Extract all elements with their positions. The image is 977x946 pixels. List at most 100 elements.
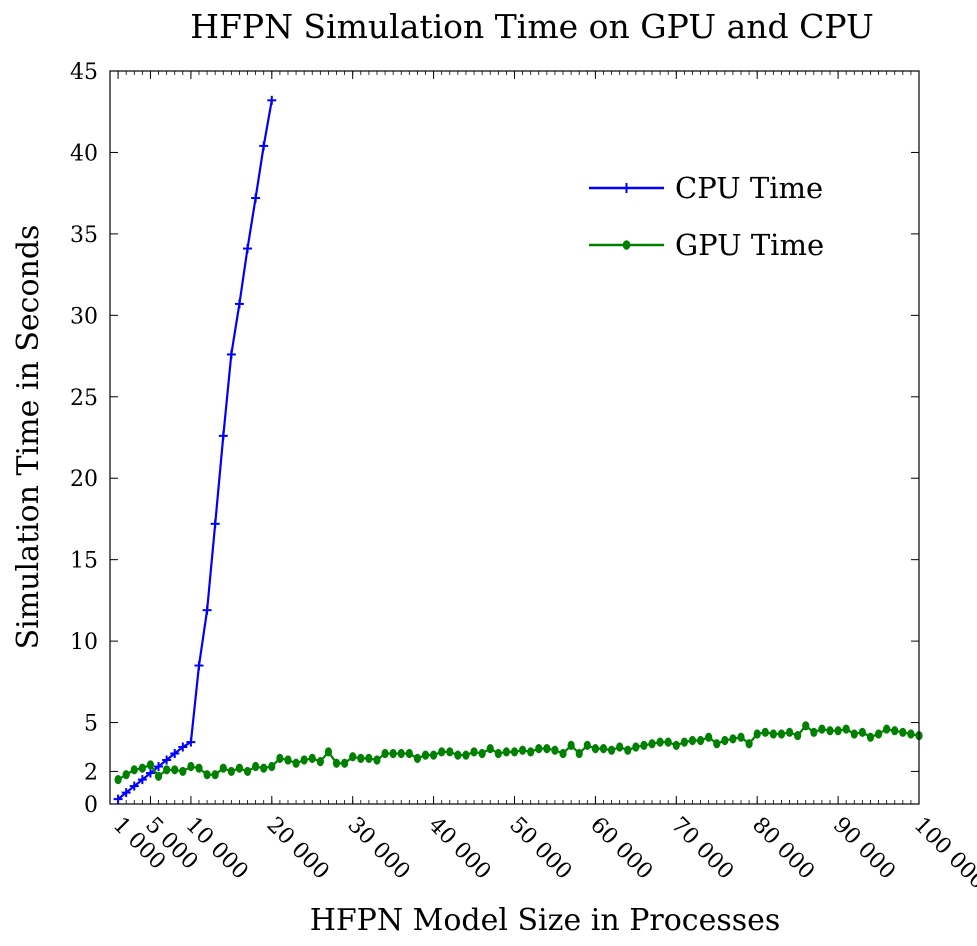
y-tick-label: 20 bbox=[70, 467, 98, 492]
data-point bbox=[324, 747, 333, 757]
data-point bbox=[316, 757, 324, 767]
data-point bbox=[607, 745, 616, 755]
data-point bbox=[680, 737, 688, 747]
data-point bbox=[365, 753, 373, 763]
y-tick-label: 15 bbox=[70, 549, 98, 574]
data-point bbox=[664, 737, 672, 747]
data-point bbox=[259, 141, 269, 151]
data-point bbox=[729, 734, 737, 744]
data-point bbox=[227, 766, 235, 777]
x-tick-label: 40 000 bbox=[423, 813, 495, 885]
legend-marker bbox=[622, 240, 631, 250]
data-point bbox=[373, 755, 381, 765]
data-point bbox=[502, 747, 511, 757]
data-point bbox=[591, 744, 600, 754]
x-axis-title: HFPN Model Size in Processes bbox=[310, 903, 781, 938]
data-point bbox=[858, 727, 866, 737]
series-line bbox=[117, 724, 920, 781]
x-tick-label: 30 000 bbox=[342, 813, 414, 885]
data-point bbox=[575, 748, 583, 759]
data-point bbox=[753, 729, 761, 739]
data-point bbox=[745, 739, 753, 749]
data-point bbox=[202, 605, 212, 615]
data-point bbox=[154, 762, 164, 772]
data-point bbox=[583, 740, 591, 750]
data-point bbox=[874, 729, 883, 739]
data-point bbox=[486, 744, 494, 754]
data-point bbox=[696, 735, 705, 746]
data-point bbox=[826, 726, 834, 736]
data-point bbox=[211, 770, 219, 780]
data-point bbox=[145, 768, 155, 778]
data-point bbox=[518, 745, 527, 755]
y-tick-label: 40 bbox=[70, 141, 98, 166]
chart-title: HFPN Simulation Time on GPU and CPU bbox=[190, 7, 874, 46]
data-point bbox=[543, 744, 551, 754]
data-point bbox=[421, 750, 430, 760]
y-tick-label: 10 bbox=[70, 630, 98, 655]
data-point bbox=[810, 727, 818, 737]
data-point bbox=[454, 750, 462, 760]
data-point bbox=[551, 745, 559, 755]
data-point bbox=[438, 747, 446, 757]
data-point bbox=[567, 740, 575, 750]
data-point bbox=[121, 788, 131, 798]
data-point bbox=[624, 745, 632, 755]
data-point bbox=[640, 740, 648, 750]
data-point bbox=[769, 729, 777, 739]
data-point bbox=[478, 748, 486, 759]
data-point bbox=[705, 732, 713, 742]
data-point bbox=[842, 724, 850, 734]
data-point bbox=[170, 749, 180, 759]
data-point bbox=[162, 755, 172, 765]
data-point bbox=[235, 763, 244, 773]
data-point bbox=[243, 766, 252, 777]
data-point bbox=[616, 742, 624, 752]
data-point bbox=[413, 753, 422, 763]
plot-frame bbox=[109, 70, 920, 805]
data-point bbox=[203, 770, 211, 780]
data-point bbox=[794, 730, 802, 741]
y-tick-label: 35 bbox=[70, 223, 98, 248]
data-point bbox=[113, 794, 123, 804]
data-point bbox=[802, 721, 810, 731]
data-point bbox=[656, 737, 664, 747]
y-tick-label: 45 bbox=[70, 60, 98, 85]
data-point bbox=[430, 750, 438, 760]
y-tick-label: 25 bbox=[70, 386, 98, 411]
data-point bbox=[226, 349, 236, 359]
x-tick-label: 60 000 bbox=[585, 813, 657, 885]
y-tick-label: 0 bbox=[84, 793, 98, 818]
data-point bbox=[194, 661, 204, 671]
data-point bbox=[381, 748, 389, 759]
data-point bbox=[510, 747, 519, 757]
data-point bbox=[114, 774, 122, 785]
data-point bbox=[883, 724, 891, 734]
data-point bbox=[599, 744, 608, 754]
y-tick-label: 5 bbox=[84, 712, 98, 737]
data-point bbox=[234, 299, 244, 309]
data-point bbox=[850, 729, 858, 739]
data-point bbox=[276, 753, 284, 763]
data-point bbox=[163, 765, 171, 775]
data-point bbox=[267, 95, 277, 105]
data-point bbox=[907, 729, 915, 739]
data-point bbox=[494, 748, 502, 759]
data-point bbox=[349, 752, 357, 762]
y-tick-label: 30 bbox=[70, 304, 98, 329]
data-point bbox=[559, 748, 567, 759]
data-point bbox=[389, 748, 397, 759]
data-point bbox=[154, 771, 163, 781]
x-tick-label: 80 000 bbox=[747, 813, 819, 885]
data-point bbox=[251, 193, 261, 203]
data-point bbox=[260, 763, 268, 773]
data-point bbox=[672, 740, 680, 750]
data-point bbox=[137, 775, 147, 785]
data-point bbox=[818, 724, 826, 734]
data-point bbox=[179, 766, 187, 777]
data-point bbox=[397, 748, 405, 759]
data-point bbox=[187, 761, 195, 772]
data-point bbox=[210, 519, 220, 529]
